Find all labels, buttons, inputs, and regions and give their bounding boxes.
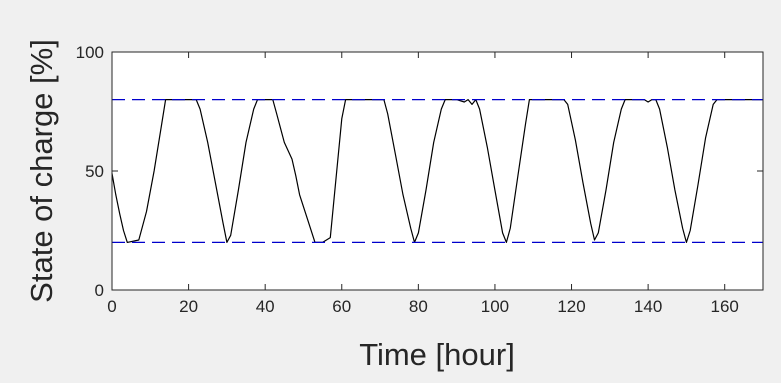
y-axis-title: State of charge [%] <box>24 39 59 303</box>
y-tick-label: 0 <box>95 281 104 300</box>
x-tick-label: 120 <box>557 297 585 316</box>
x-tick-label: 80 <box>409 297 428 316</box>
y-tick-label: 100 <box>76 43 104 62</box>
plot-frame <box>111 51 764 291</box>
x-tick-label: 100 <box>481 297 509 316</box>
plot-area <box>112 52 763 290</box>
x-tick-label: 20 <box>179 297 198 316</box>
x-tick-label: 140 <box>634 297 662 316</box>
x-tick-label: 160 <box>711 297 739 316</box>
x-tick-label: 60 <box>332 297 351 316</box>
y-tick-label: 50 <box>85 162 104 181</box>
tick-label-layer: 0 20 40 60 80 100 120 140 160 0 50 100 <box>76 43 739 316</box>
series-layer <box>111 98 763 244</box>
x-tick-label: 40 <box>256 297 275 316</box>
x-tick-label: 0 <box>107 297 116 316</box>
x-axis-title: Time [hour] <box>359 337 515 372</box>
